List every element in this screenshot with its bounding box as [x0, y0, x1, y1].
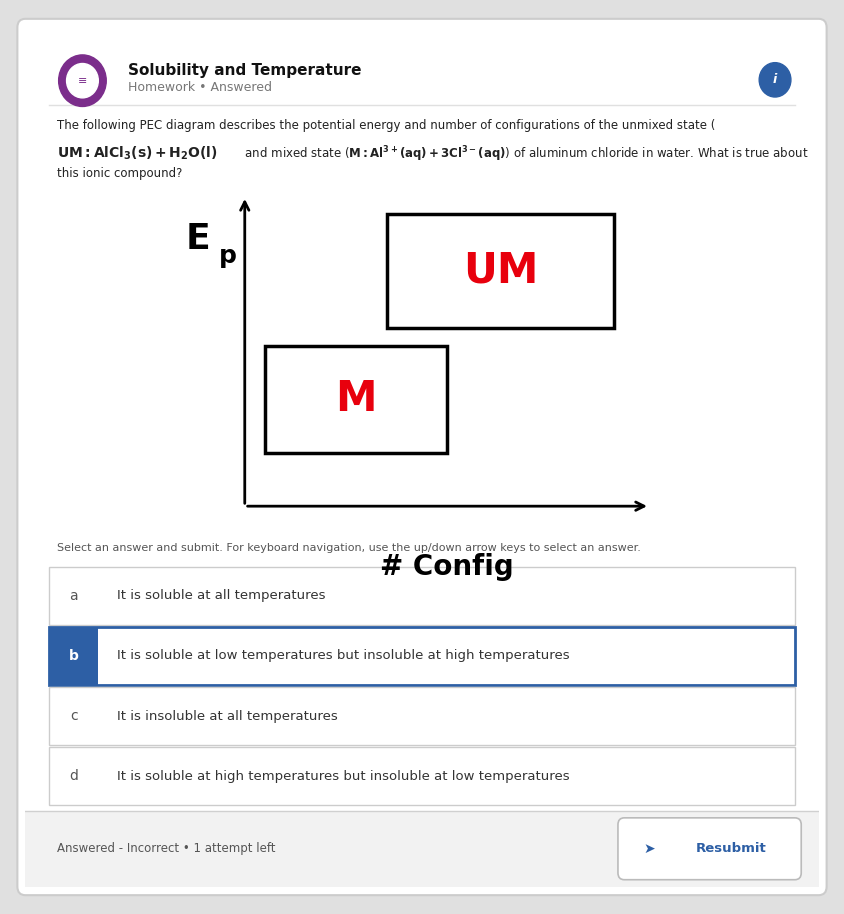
Text: $\mathbf{p}$: $\mathbf{p}$	[218, 247, 236, 271]
Text: d: d	[69, 770, 78, 783]
FancyBboxPatch shape	[49, 567, 795, 624]
Bar	[387, 214, 614, 328]
Text: c: c	[70, 709, 78, 723]
FancyBboxPatch shape	[49, 748, 795, 805]
Bar	[25, 811, 819, 887]
Text: It is soluble at low temperatures but insoluble at high temperatures: It is soluble at low temperatures but in…	[116, 649, 569, 663]
Text: Solubility and Temperature: Solubility and Temperature	[128, 63, 362, 78]
Circle shape	[760, 63, 791, 97]
Text: and mixed state ($\mathbf{M : Al^{3+}(aq) + 3Cl^{3-}(aq)}$) of aluminum chloride: and mixed state ($\mathbf{M : Al^{3+}(aq…	[241, 144, 809, 164]
Text: Homework • Answered: Homework • Answered	[128, 81, 273, 94]
FancyBboxPatch shape	[49, 627, 795, 685]
Text: ➤: ➤	[644, 842, 656, 856]
Text: Answered - Incorrect • 1 attempt left: Answered - Incorrect • 1 attempt left	[57, 843, 275, 856]
Text: $\mathbf{E}$: $\mathbf{E}$	[185, 222, 208, 256]
Bar	[49, 627, 98, 685]
Bar	[265, 345, 447, 452]
Text: # Config: # Config	[381, 552, 514, 580]
Text: $\mathbf{UM : AlCl_3(s) + H_2O(l)}$: $\mathbf{UM : AlCl_3(s) + H_2O(l)}$	[57, 144, 218, 162]
Text: It is insoluble at all temperatures: It is insoluble at all temperatures	[116, 709, 338, 723]
Text: Select an answer and submit. For keyboard navigation, use the up/down arrow keys: Select an answer and submit. For keyboar…	[57, 543, 641, 553]
Text: this ionic compound?: this ionic compound?	[57, 166, 182, 180]
FancyBboxPatch shape	[618, 818, 801, 879]
Text: ≡: ≡	[78, 76, 87, 86]
Text: M: M	[335, 378, 377, 420]
FancyBboxPatch shape	[18, 19, 826, 895]
Text: b: b	[68, 649, 78, 663]
Circle shape	[58, 55, 106, 106]
Text: Resubmit: Resubmit	[695, 843, 766, 856]
Text: UM: UM	[463, 250, 538, 292]
FancyBboxPatch shape	[49, 687, 795, 745]
Text: It is soluble at all temperatures: It is soluble at all temperatures	[116, 590, 325, 602]
Circle shape	[67, 63, 98, 98]
Text: a: a	[69, 589, 78, 602]
Text: It is soluble at high temperatures but insoluble at low temperatures: It is soluble at high temperatures but i…	[116, 770, 569, 782]
Text: The following PEC diagram describes the potential energy and number of configura: The following PEC diagram describes the …	[57, 120, 716, 133]
Text: i: i	[773, 73, 777, 86]
